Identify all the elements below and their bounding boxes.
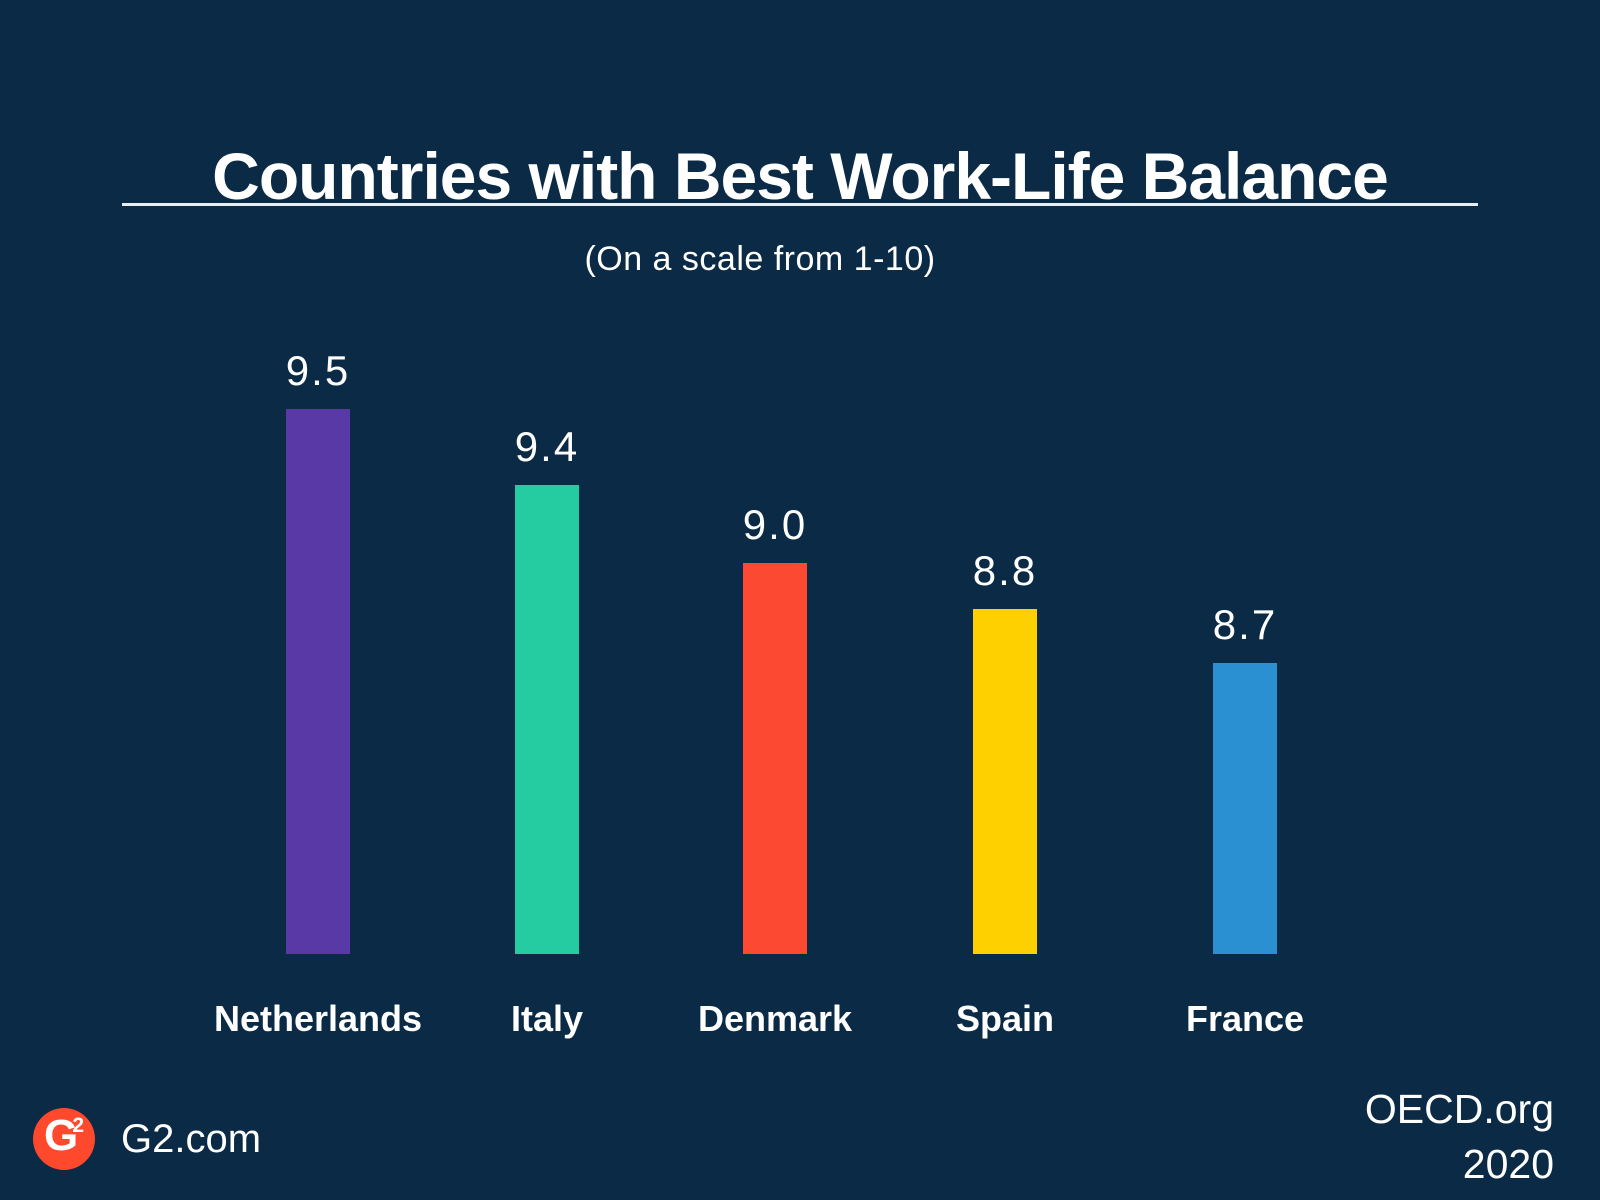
source-attribution: OECD.org 2020 [1365, 1082, 1554, 1192]
source-year: 2020 [1462, 1141, 1554, 1187]
category-label-italy: Italy [510, 998, 584, 1039]
category-label-denmark: Denmark [697, 998, 853, 1039]
category-label-netherlands: Netherlands [213, 998, 423, 1039]
g2-logo-superscript: 2 [72, 1114, 84, 1137]
g2-logo-icon: G 2 [33, 1108, 95, 1170]
bar-value-france: 8.7 [1212, 601, 1278, 648]
page-title: Countries with Best Work-Life Balance [212, 139, 1389, 214]
brand-name: G2.com [121, 1116, 262, 1161]
bar-value-spain: 8.8 [972, 547, 1038, 594]
bar-value-denmark: 9.0 [742, 501, 808, 548]
title-divider [122, 203, 1478, 206]
bar-spain [973, 609, 1037, 954]
category-label-france: France [1185, 998, 1305, 1039]
g2-logo-letter: G [44, 1111, 79, 1160]
bar-italy [515, 485, 579, 954]
bar-value-italy: 9.4 [514, 423, 580, 470]
bar-value-netherlands: 9.5 [285, 347, 351, 394]
bar-denmark [743, 563, 807, 954]
bar-netherlands [286, 409, 350, 954]
category-label-spain: Spain [955, 998, 1054, 1039]
brand-footer: G 2 G2.com [33, 1108, 261, 1170]
source-name: OECD.org [1364, 1086, 1554, 1132]
bar-france [1213, 663, 1277, 954]
chart-subtitle: (On a scale from 1-10) [584, 240, 936, 278]
